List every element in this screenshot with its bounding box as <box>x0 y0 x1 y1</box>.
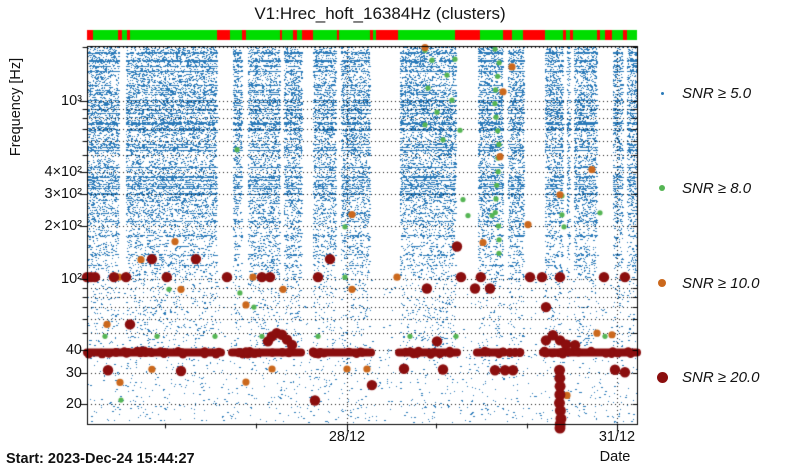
y-tick-label: 4×10² <box>44 163 83 180</box>
legend-marker-icon <box>659 185 665 191</box>
x-axis-label: Date <box>599 449 631 465</box>
legend-item: SNR ≥ 5.0 <box>648 83 751 103</box>
legend-marker-icon <box>658 279 666 287</box>
legend-item: SNR ≥ 10.0 <box>648 273 759 293</box>
y-tick-label: 10² <box>61 271 82 288</box>
y-tick-label: 40 <box>65 342 82 359</box>
chart-title: V1:Hrec_hoft_16384Hz (clusters) <box>254 4 506 23</box>
y-axis-label: Frequency [Hz] <box>8 57 24 157</box>
legend-marker-icon <box>656 371 668 383</box>
legend-item: SNR ≥ 8.0 <box>648 178 751 198</box>
y-tick-label: 3×10² <box>44 186 83 203</box>
start-timestamp: Start: 2023-Dec-24 15:44:27 <box>6 451 195 467</box>
legend-label: SNR ≥ 10.0 <box>682 274 760 292</box>
legend-item: SNR ≥ 20.0 <box>648 367 759 387</box>
legend-label: SNR ≥ 8.0 <box>682 179 752 197</box>
legend-marker-icon <box>660 91 664 95</box>
x-tick-label: 31/12 <box>598 429 636 445</box>
y-tick-label: 2×10² <box>44 217 83 234</box>
legend-label: SNR ≥ 20.0 <box>682 368 760 386</box>
y-tick-label: 30 <box>65 364 82 381</box>
y-tick-label: 20 <box>65 396 82 413</box>
y-tick-label: 10³ <box>61 92 82 109</box>
legend-label: SNR ≥ 5.0 <box>682 84 752 102</box>
x-tick-label: 28/12 <box>328 429 366 445</box>
